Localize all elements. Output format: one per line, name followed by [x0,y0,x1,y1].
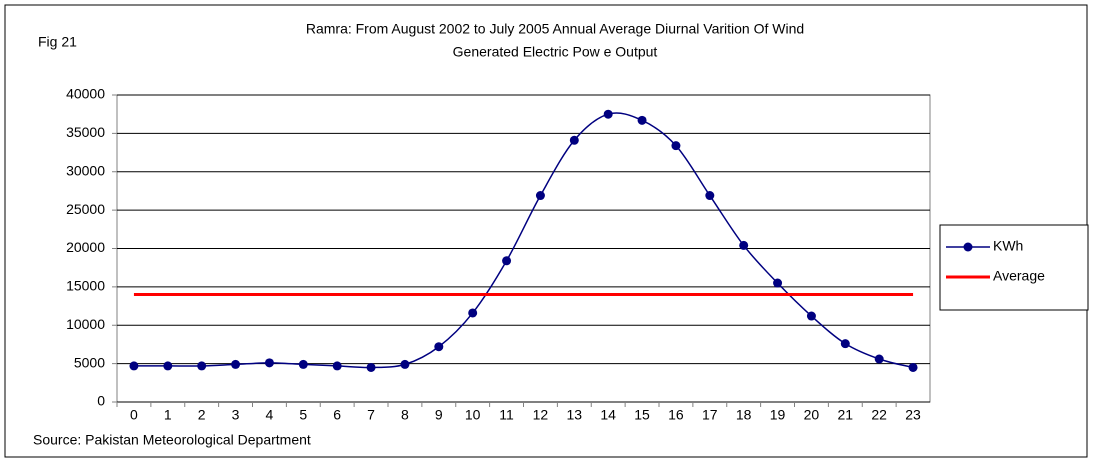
x-tick-label: 17 [702,407,718,423]
x-tick-label: 7 [367,407,375,423]
data-point [400,359,410,369]
y-tick-label: 10000 [66,316,105,332]
chart-title: Ramra: From August 2002 to July 2005 Ann… [306,21,804,37]
x-tick-label: 9 [435,407,443,423]
y-tick-label: 15000 [66,278,105,294]
data-point [298,359,308,369]
x-tick-label: 4 [266,407,274,423]
data-point [332,361,342,371]
x-tick-label: 12 [533,407,549,423]
x-tick-label: 1 [164,407,172,423]
data-point [366,362,376,372]
x-tick-label: 23 [905,407,921,423]
legend-label: KWh [993,238,1023,254]
data-point [264,358,274,368]
x-tick-label: 3 [232,407,240,423]
y-tick-label: 5000 [74,354,105,370]
y-tick-label: 40000 [66,86,105,102]
y-tick-label: 0 [97,393,105,409]
data-point [434,342,444,352]
chart-frame [4,4,1088,458]
x-tick-label: 19 [770,407,786,423]
data-point [163,361,173,371]
data-point [705,191,715,201]
data-point [739,240,749,250]
data-point [840,339,850,349]
data-point [468,308,478,318]
legend-label: Average [993,268,1045,284]
x-tick-label: 11 [499,407,514,423]
x-tick-label: 20 [804,407,820,423]
x-tick-label: 10 [465,407,481,423]
y-tick-label: 30000 [66,162,105,178]
x-tick-label: 0 [130,407,138,423]
data-point [569,135,579,145]
x-tick-label: 5 [299,407,307,423]
x-tick-label: 15 [634,407,650,423]
data-point [129,361,139,371]
data-point [874,354,884,364]
legend [939,224,1089,311]
x-tick-label: 21 [838,407,854,423]
data-point [806,311,816,321]
y-tick-label: 20000 [66,239,105,255]
data-point [231,359,241,369]
x-tick-label: 22 [871,407,887,423]
data-point [637,115,647,125]
y-tick-label: 35000 [66,124,105,140]
x-tick-label: 14 [600,407,616,423]
data-point [773,278,783,288]
x-tick-label: 16 [668,407,684,423]
data-point [908,362,918,372]
figure-label: Fig 21 [38,34,77,50]
data-point [603,109,613,119]
x-tick-label: 6 [333,407,341,423]
data-point [197,361,207,371]
x-tick-label: 13 [567,407,583,423]
y-tick-label: 25000 [66,201,105,217]
x-tick-label: 2 [198,407,206,423]
source: Source: Pakistan Meteorological Departme… [33,432,311,448]
x-tick-label: 8 [401,407,409,423]
chart-title: Generated Electric Pow e Output [453,44,658,60]
legend-marker [963,242,973,252]
data-point [502,256,512,266]
data-point [671,141,681,151]
data-point [535,191,545,201]
x-tick-label: 18 [736,407,752,423]
